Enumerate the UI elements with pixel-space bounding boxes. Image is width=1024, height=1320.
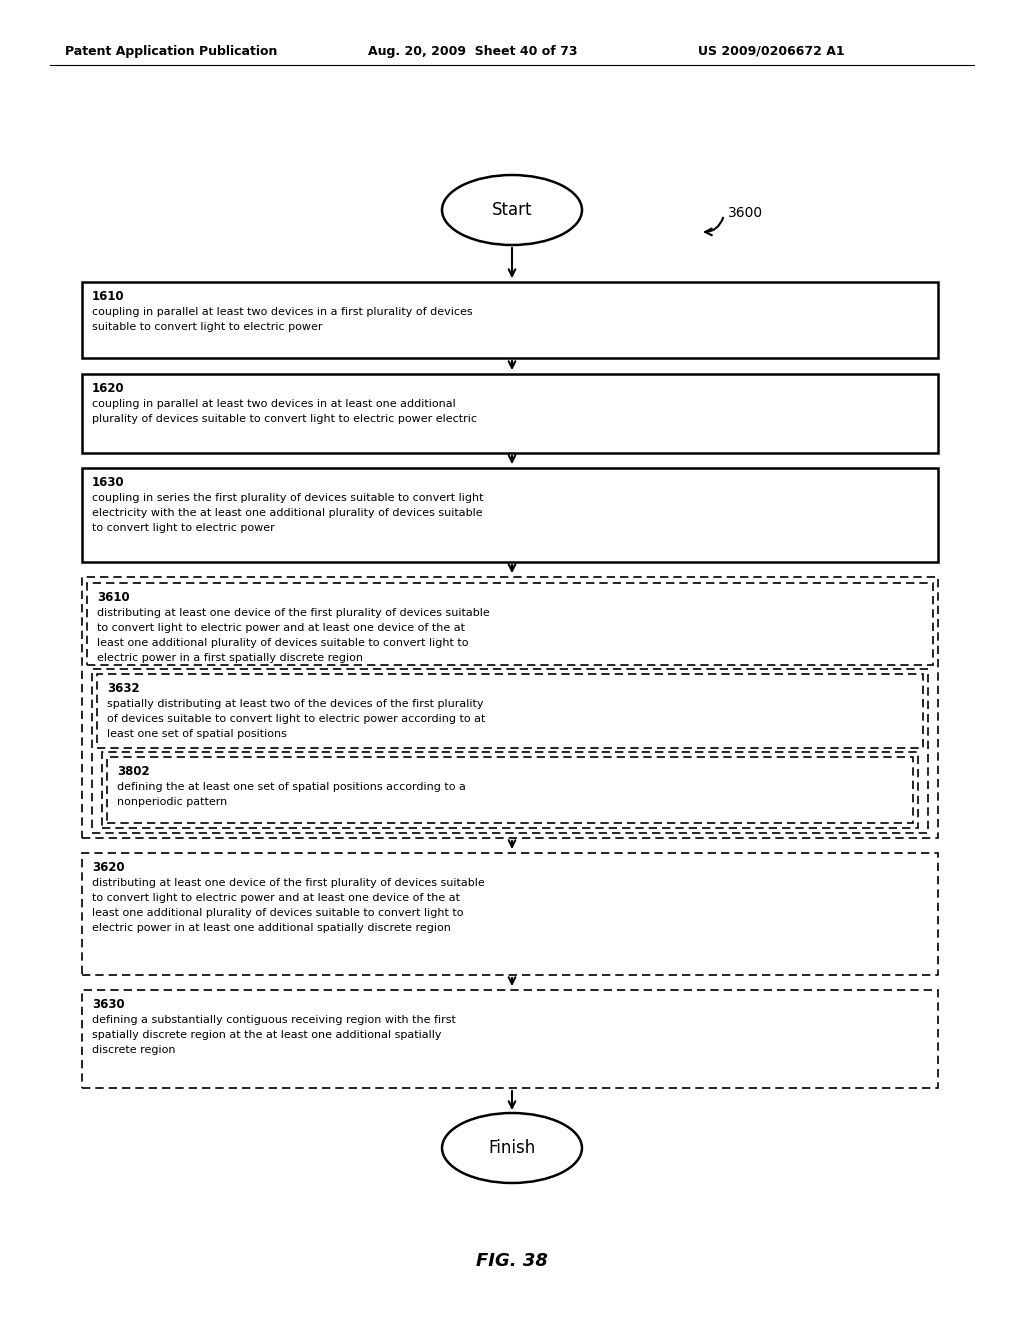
- Text: 3600: 3600: [728, 206, 763, 220]
- Text: to convert light to electric power: to convert light to electric power: [92, 523, 274, 533]
- Text: electric power in at least one additional spatially discrete region: electric power in at least one additiona…: [92, 923, 451, 933]
- Text: coupling in series the first plurality of devices suitable to convert light: coupling in series the first plurality o…: [92, 492, 483, 503]
- Bar: [102, 752, 918, 828]
- Text: least one additional plurality of devices suitable to convert light to: least one additional plurality of device…: [97, 638, 469, 648]
- Text: discrete region: discrete region: [92, 1045, 175, 1055]
- Bar: [106, 756, 913, 822]
- Text: Start: Start: [492, 201, 532, 219]
- Text: 3630: 3630: [92, 998, 125, 1011]
- Text: plurality of devices suitable to convert light to electric power electric: plurality of devices suitable to convert…: [92, 414, 477, 424]
- Text: distributing at least one device of the first plurality of devices suitable: distributing at least one device of the …: [92, 878, 484, 888]
- Text: suitable to convert light to electric power: suitable to convert light to electric po…: [92, 322, 323, 333]
- Bar: [82, 853, 938, 975]
- Text: 1620: 1620: [92, 381, 125, 395]
- Text: to convert light to electric power and at least one device of the at: to convert light to electric power and a…: [92, 894, 460, 903]
- Bar: [92, 669, 928, 833]
- Text: least one additional plurality of devices suitable to convert light to: least one additional plurality of device…: [92, 908, 464, 917]
- Text: to convert light to electric power and at least one device of the at: to convert light to electric power and a…: [97, 623, 465, 634]
- Text: 3632: 3632: [106, 682, 139, 696]
- Text: Finish: Finish: [488, 1139, 536, 1158]
- Ellipse shape: [442, 176, 582, 246]
- Ellipse shape: [442, 1113, 582, 1183]
- Text: FIG. 38: FIG. 38: [476, 1251, 548, 1270]
- Text: least one set of spatial positions: least one set of spatial positions: [106, 729, 287, 739]
- Bar: [87, 583, 933, 665]
- Text: 1630: 1630: [92, 477, 125, 488]
- Text: 3802: 3802: [117, 766, 150, 777]
- Text: 3620: 3620: [92, 861, 125, 874]
- Text: electric power in a first spatially discrete region: electric power in a first spatially disc…: [97, 653, 362, 663]
- Bar: [82, 990, 938, 1088]
- Bar: [82, 577, 938, 838]
- Text: coupling in parallel at least two devices in a first plurality of devices: coupling in parallel at least two device…: [92, 308, 473, 317]
- Text: distributing at least one device of the first plurality of devices suitable: distributing at least one device of the …: [97, 609, 489, 618]
- Text: electricity with the at least one additional plurality of devices suitable: electricity with the at least one additi…: [92, 508, 482, 517]
- Bar: [82, 469, 938, 562]
- Text: 1610: 1610: [92, 290, 125, 304]
- Text: spatially distributing at least two of the devices of the first plurality: spatially distributing at least two of t…: [106, 700, 483, 709]
- Bar: [97, 675, 923, 748]
- Text: coupling in parallel at least two devices in at least one additional: coupling in parallel at least two device…: [92, 399, 456, 409]
- Text: 3610: 3610: [97, 591, 130, 605]
- Text: defining a substantially contiguous receiving region with the first: defining a substantially contiguous rece…: [92, 1015, 456, 1026]
- Bar: [82, 374, 938, 453]
- Text: Aug. 20, 2009  Sheet 40 of 73: Aug. 20, 2009 Sheet 40 of 73: [368, 45, 578, 58]
- Text: defining the at least one set of spatial positions according to a: defining the at least one set of spatial…: [117, 781, 466, 792]
- Text: US 2009/0206672 A1: US 2009/0206672 A1: [698, 45, 845, 58]
- Text: spatially discrete region at the at least one additional spatially: spatially discrete region at the at leas…: [92, 1030, 441, 1040]
- Text: of devices suitable to convert light to electric power according to at: of devices suitable to convert light to …: [106, 714, 485, 723]
- Text: Patent Application Publication: Patent Application Publication: [65, 45, 278, 58]
- Text: nonperiodic pattern: nonperiodic pattern: [117, 797, 227, 807]
- Bar: [82, 282, 938, 358]
